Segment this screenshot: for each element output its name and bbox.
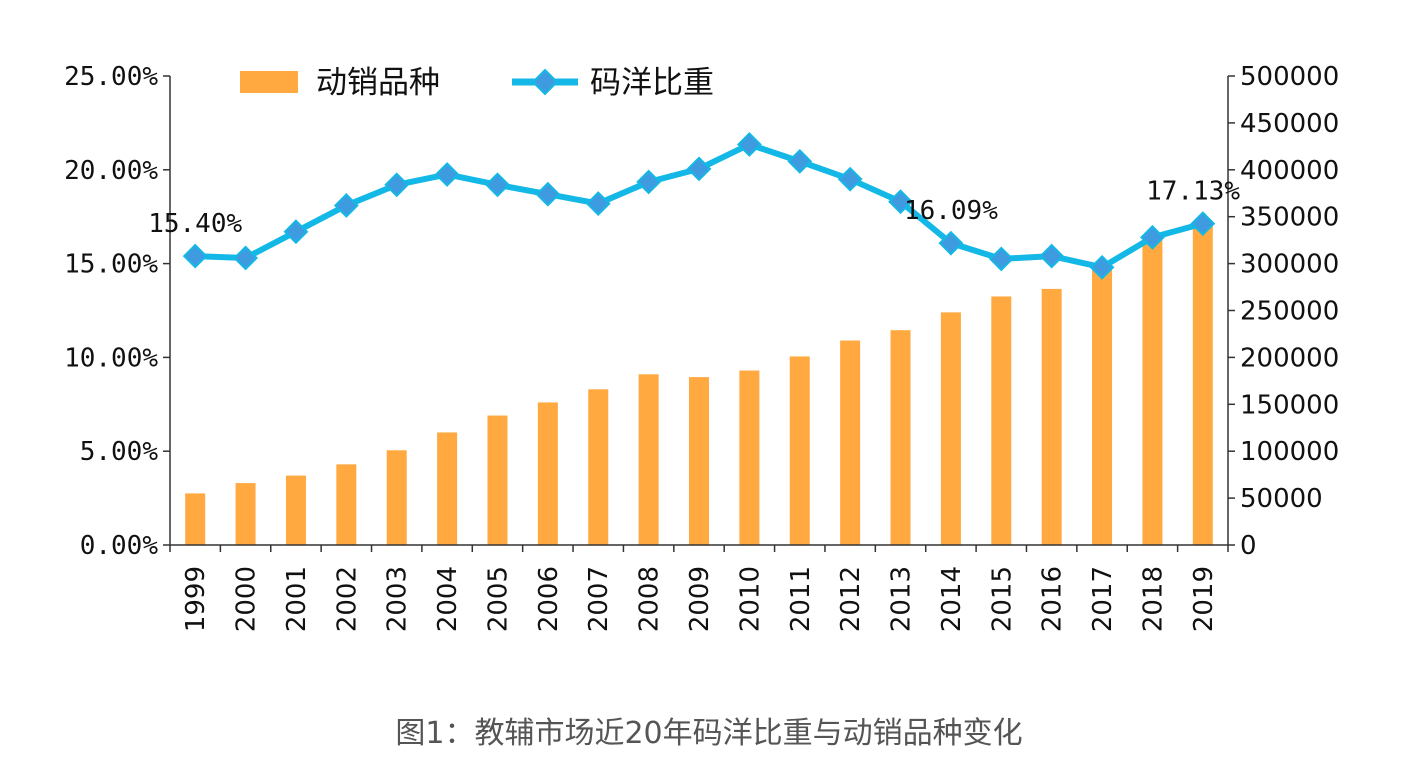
line-marker-2017 [1089,254,1115,280]
x-tick-label: 2003 [383,566,413,632]
bar-2005 [487,415,508,545]
right-tick-label: 50000 [1240,484,1323,514]
x-tick-label: 2012 [836,566,866,632]
bar-2009 [689,377,709,545]
left-tick-label: 0.00% [80,531,159,561]
right-tick-label: 250000 [1240,297,1339,327]
x-tick-label: 2000 [232,566,262,632]
x-tick-label: 2011 [786,566,816,632]
legend: 动销品种 码洋比重 [240,65,714,101]
right-tick-label: 200000 [1240,343,1339,373]
line-marker-2019 [1190,211,1216,237]
figure-caption: 图1：教辅市场近20年码洋比重与动销品种变化 [395,716,1023,751]
left-tick-label: 25.00% [64,62,158,92]
bar-2003 [386,450,407,545]
line-marker-2005 [485,172,510,198]
bar-2007 [588,389,609,545]
line-marker-2008 [636,169,662,195]
bar-2008 [638,374,659,545]
line-marker-2013 [888,189,913,215]
line-marker-2001 [283,219,309,245]
bar-series [185,224,1213,546]
right-tick-label: 350000 [1240,203,1339,233]
x-tick-label: 2014 [937,566,967,632]
data-label: 16.09% [904,196,998,226]
left-tick-label: 20.00% [64,156,158,186]
right-tick-label: 300000 [1240,250,1339,280]
line-marker-2011 [787,148,813,174]
right-tick-label: 450000 [1240,109,1339,139]
data-label: 15.40% [148,209,242,239]
x-tick-label: 2007 [584,566,614,632]
x-tick-label: 2005 [483,566,513,632]
left-tick-label: 10.00% [64,343,158,373]
x-tick-label: 2006 [534,566,564,632]
x-tick-label: 2009 [685,566,715,632]
x-tick-label: 2010 [735,566,765,632]
bar-2010 [739,370,760,545]
x-tick-label: 2001 [282,566,312,632]
legend-swatch-bar [240,71,298,93]
right-tick-label: 500000 [1240,62,1339,92]
line-marker-1999 [182,243,208,269]
line-marker-2002 [333,193,359,218]
left-tick-label: 5.00% [80,437,159,467]
bar-2015 [991,296,1012,545]
bar-2002 [336,464,357,545]
right-tick-label: 0 [1240,531,1257,561]
line-marker-2003 [384,172,410,198]
bar-2019 [1192,224,1213,546]
left-tick-label: 15.00% [64,250,158,280]
line-marker-2009 [686,156,712,182]
chart-area: 0.00% 5.00% 10.00% 15.00% 20.00% 25.00% 0 50000… [64,62,1339,632]
x-tick-label: 2018 [1138,566,1168,632]
line-marker-2016 [1039,243,1065,269]
line-marker-2014 [938,230,964,256]
x-tick-label: 1999 [181,566,211,632]
legend-swatch-marker [531,68,559,96]
right-tick-label: 150000 [1240,390,1339,420]
bar-2012 [840,340,861,545]
right-tick-label: 400000 [1240,156,1339,186]
x-tick-label: 2016 [1038,566,1068,632]
bar-2004 [437,432,458,545]
bar-2017 [1092,268,1113,545]
x-tick-label: 2002 [332,566,362,632]
line-marker-2010 [736,132,762,157]
x-tick-label: 2008 [635,566,665,632]
x-tick-label: 2013 [887,566,917,632]
line-series [182,132,1216,280]
bar-2013 [890,330,911,545]
line-marker-2006 [535,181,561,207]
x-tick-label: 2015 [987,566,1017,632]
line-marker-2004 [434,162,460,187]
bar-2000 [235,483,256,545]
x-tick-label: 2017 [1088,566,1118,632]
legend-label-bar: 动销品种 [316,65,440,101]
line-marker-2007 [585,191,611,216]
data-labels: 15.40% 16.09% 17.13% [148,177,1240,239]
line-marker-2000 [233,245,258,271]
axes: 0.00% 5.00% 10.00% 15.00% 20.00% 25.00% 0 50000… [64,62,1339,632]
bar-2001 [285,475,306,545]
x-tick-label: 2004 [433,566,463,632]
right-tick-label: 100000 [1240,437,1339,467]
bar-2018 [1142,240,1163,545]
bar-2014 [940,312,961,545]
legend-label-line: 码洋比重 [590,65,714,101]
bar-2011 [789,356,810,545]
line-marker-2012 [837,166,863,192]
line-marker-2018 [1140,224,1165,250]
x-tick-label: 2019 [1189,566,1219,632]
line-marker-2015 [988,246,1014,272]
bar-2006 [537,402,558,545]
bar-1999 [185,493,206,545]
data-label: 17.13% [1146,177,1240,207]
bar-2016 [1041,288,1062,545]
